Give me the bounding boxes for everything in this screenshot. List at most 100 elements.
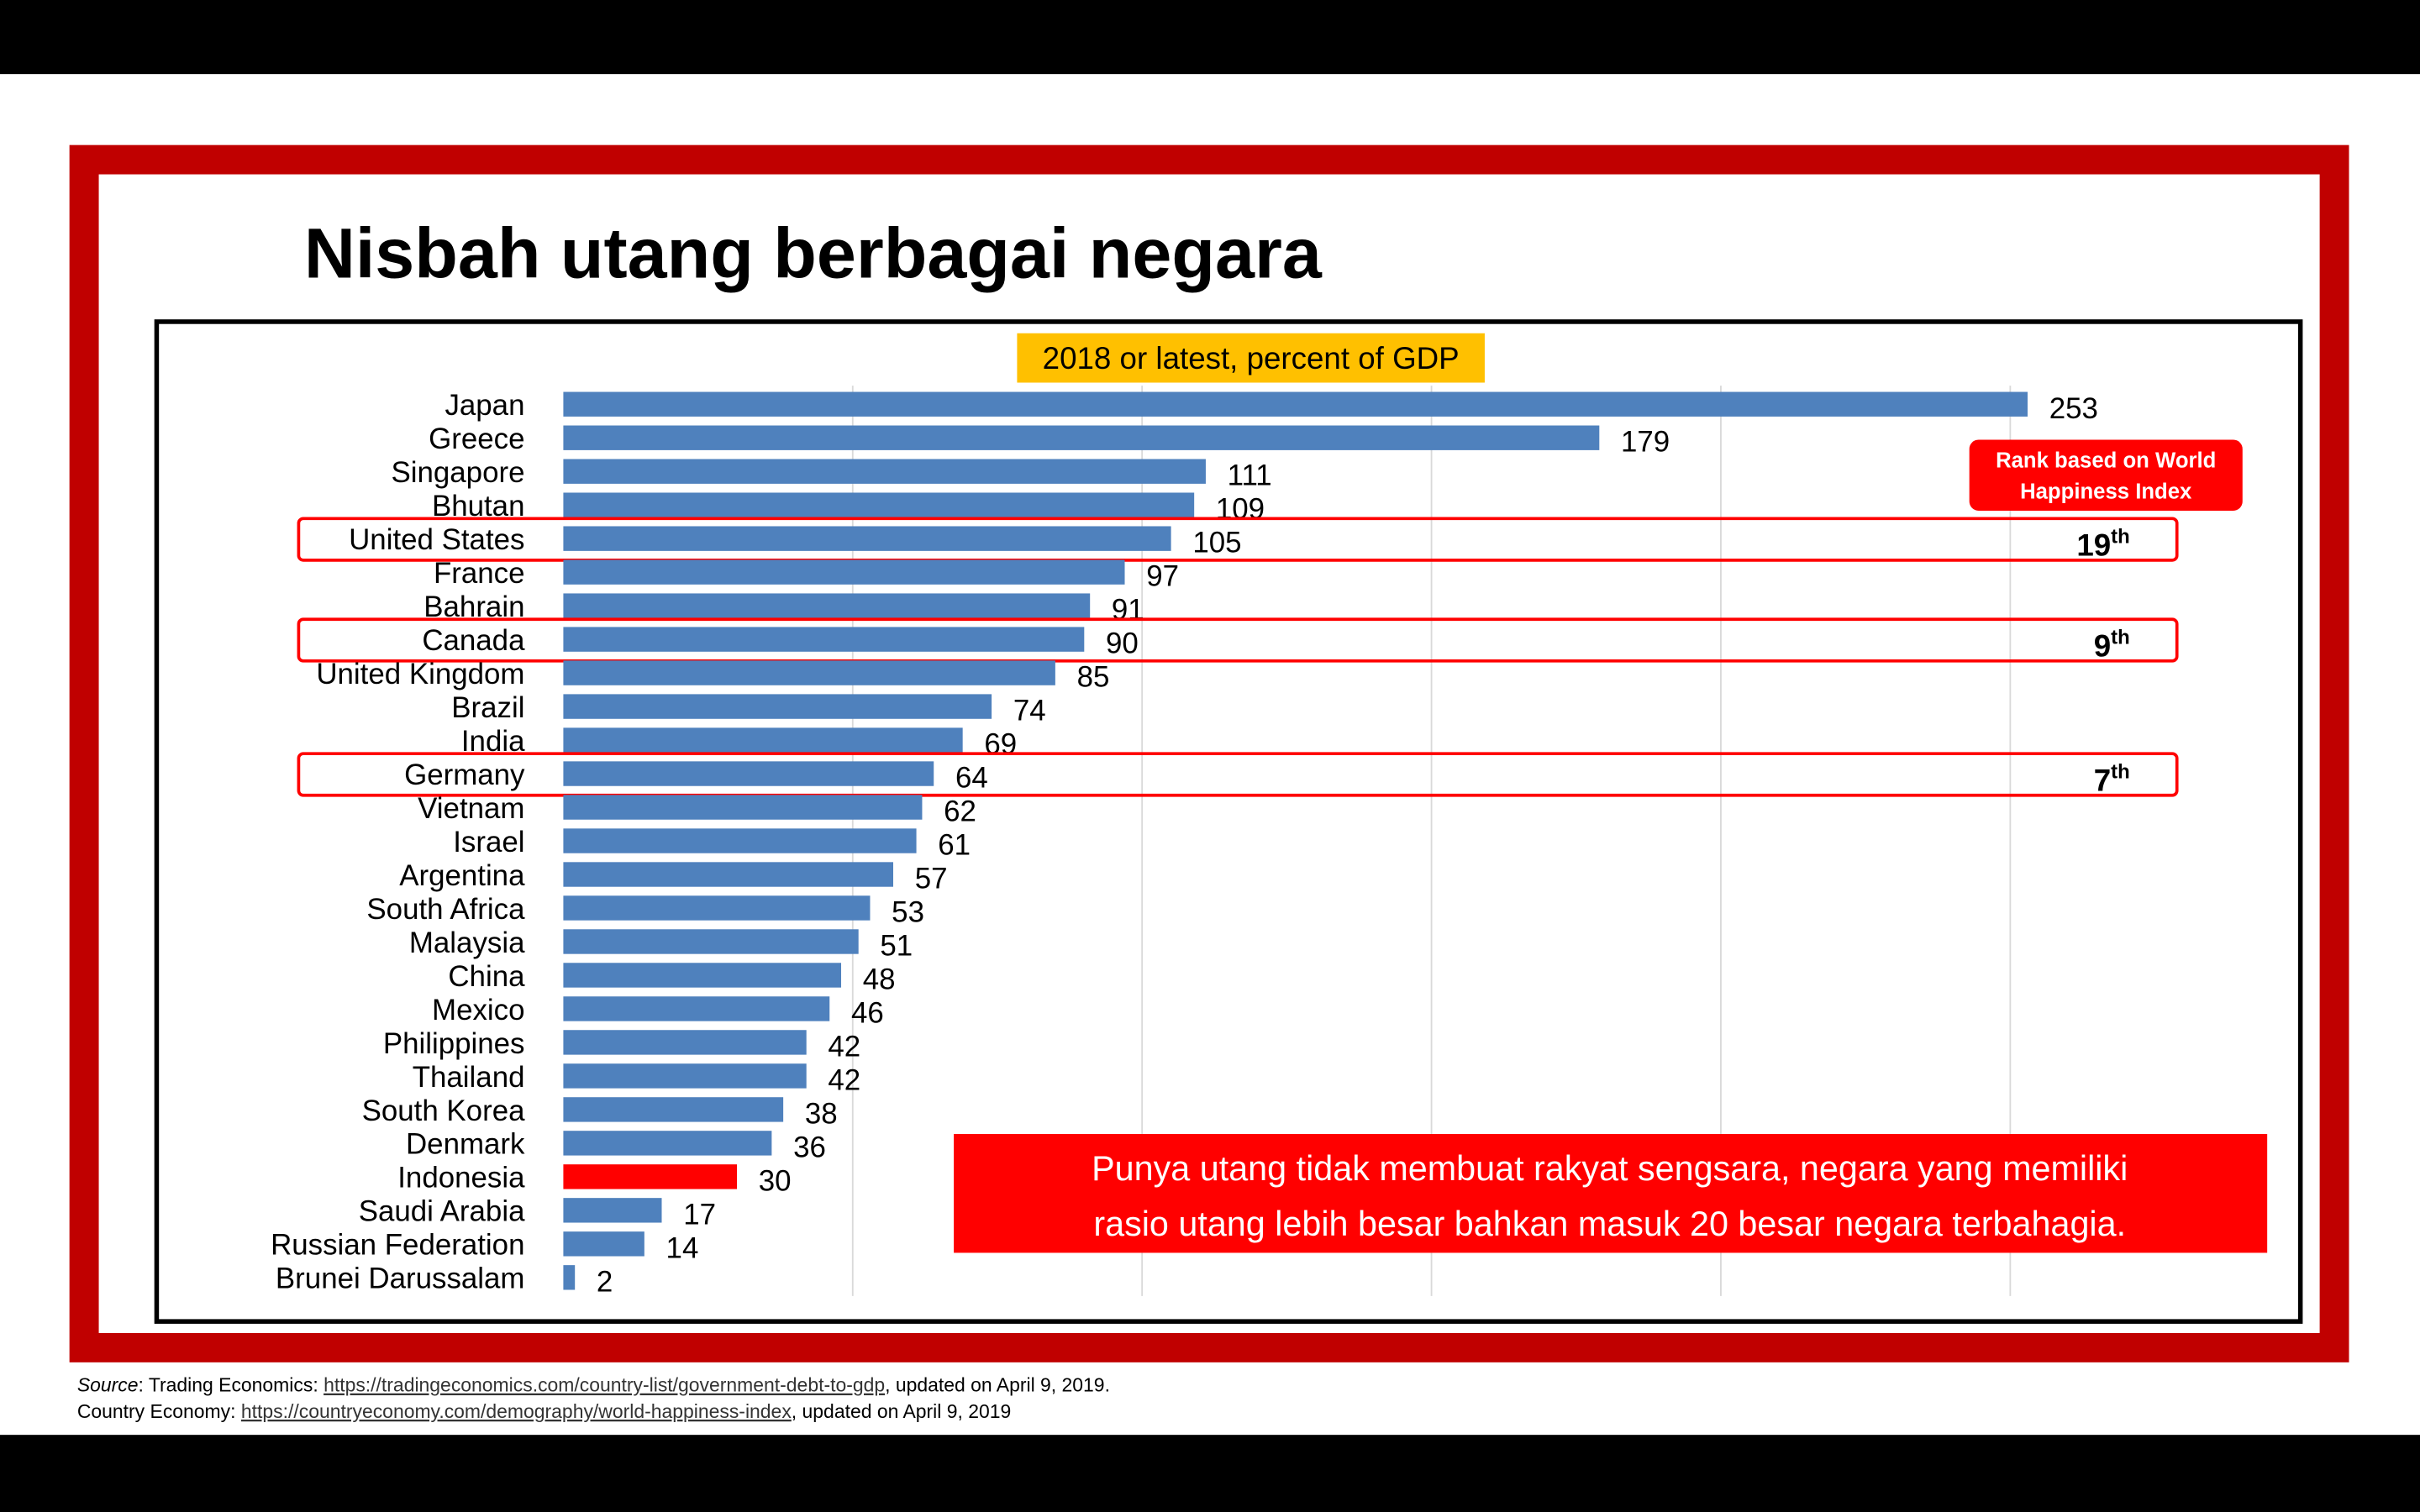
source-label: Source bbox=[77, 1374, 139, 1396]
value-label: 53 bbox=[892, 896, 924, 929]
bar bbox=[563, 1164, 738, 1189]
value-label: 17 bbox=[683, 1198, 716, 1231]
rank-highlight bbox=[297, 752, 2179, 797]
value-label: 51 bbox=[880, 930, 913, 963]
bar bbox=[563, 727, 963, 753]
value-label: 111 bbox=[1228, 459, 1272, 492]
category-label: Israel bbox=[453, 826, 524, 858]
value-label: 105 bbox=[1192, 527, 1241, 559]
category-label: Thailand bbox=[413, 1061, 525, 1094]
value-label: 179 bbox=[1621, 426, 1670, 459]
callout-line: Punya utang tidak membuat rakyat sengsar… bbox=[1092, 1149, 2128, 1188]
category-label: Malaysia bbox=[409, 927, 525, 959]
subtitle-box bbox=[1017, 333, 1485, 383]
bar bbox=[563, 1198, 662, 1223]
value-label: 109 bbox=[1216, 493, 1265, 526]
category-label: United Kingdom bbox=[316, 658, 524, 690]
value-label: 74 bbox=[1013, 695, 1046, 727]
bar bbox=[563, 761, 934, 786]
bar bbox=[563, 929, 859, 954]
rank-highlight bbox=[297, 517, 2179, 562]
rank-label: 7th bbox=[2094, 761, 2130, 798]
value-label: 62 bbox=[944, 795, 976, 828]
bar bbox=[563, 795, 923, 820]
rank-suffix: th bbox=[2111, 526, 2130, 549]
category-label: Japan bbox=[445, 389, 524, 422]
source-date: , updated on April 9, 2019. bbox=[885, 1374, 1110, 1396]
value-label: 61 bbox=[938, 829, 971, 862]
bar bbox=[563, 1063, 807, 1089]
value-label: 85 bbox=[1077, 661, 1110, 694]
rank-suffix: th bbox=[2111, 627, 2130, 649]
rank-title-box bbox=[1969, 439, 2243, 511]
category-label: Brunei Darussalam bbox=[276, 1263, 525, 1295]
source: Source: Trading Economics: https://tradi… bbox=[77, 1374, 1110, 1422]
bar bbox=[563, 1030, 807, 1055]
bar bbox=[563, 1231, 644, 1257]
subtitle: 2018 or latest, percent of GDP bbox=[1043, 341, 1460, 375]
rank-highlight bbox=[297, 617, 2179, 663]
rank-number: 19 bbox=[2076, 528, 2111, 562]
category-label: Singapore bbox=[391, 456, 524, 489]
value-label: 57 bbox=[915, 863, 948, 895]
value-label: 38 bbox=[805, 1097, 838, 1130]
bar bbox=[563, 694, 992, 719]
rank-suffix: th bbox=[2111, 761, 2130, 784]
category-label: Philippines bbox=[383, 1027, 525, 1060]
value-label: 14 bbox=[666, 1231, 699, 1264]
rank-label: 9th bbox=[2094, 627, 2130, 664]
category-label: Canada bbox=[422, 624, 525, 657]
source-text: : Trading Economics: bbox=[139, 1374, 324, 1396]
rank-title: Rank based on World Happiness Index bbox=[1996, 449, 2216, 504]
value-label: 36 bbox=[793, 1131, 826, 1163]
value-label: 253 bbox=[2049, 392, 2098, 425]
callout-line: rasio utang lebih besar bahkan masuk 20 … bbox=[1093, 1205, 2126, 1243]
value-label: 42 bbox=[828, 1030, 860, 1063]
bar bbox=[563, 660, 1055, 685]
bar bbox=[563, 459, 1206, 484]
source-text: Country Economy: bbox=[77, 1400, 241, 1422]
source-date: , updated on April 9, 2019 bbox=[792, 1400, 1011, 1422]
category-label: Vietnam bbox=[418, 792, 524, 825]
bar bbox=[563, 862, 894, 887]
bar bbox=[563, 1097, 784, 1122]
category-label: Denmark bbox=[406, 1128, 525, 1161]
bar bbox=[563, 828, 917, 853]
value-label: 48 bbox=[863, 963, 896, 995]
category-label: China bbox=[448, 960, 525, 993]
source-line: Country Economy: https://countryeconomy.… bbox=[77, 1400, 1011, 1422]
category-label: Russian Federation bbox=[271, 1229, 524, 1262]
category-label: Saudi Arabia bbox=[359, 1195, 525, 1228]
bar bbox=[563, 963, 842, 988]
category-label: Argentina bbox=[399, 859, 525, 892]
value-label: 90 bbox=[1106, 627, 1139, 660]
callout-box bbox=[954, 1134, 2268, 1253]
category-label: Greece bbox=[429, 423, 524, 455]
category-label: Mexico bbox=[432, 994, 524, 1026]
rank-label: 19th bbox=[2076, 526, 2129, 563]
rank-title-line: Rank based on World bbox=[1996, 449, 2216, 473]
rank-title-line: Happiness Index bbox=[2020, 480, 2192, 503]
category-label: South Africa bbox=[366, 893, 525, 926]
bar bbox=[563, 425, 1600, 450]
bar bbox=[563, 1131, 772, 1156]
bar bbox=[563, 492, 1195, 517]
value-label: 97 bbox=[1146, 560, 1179, 593]
rank-number: 7 bbox=[2094, 763, 2111, 797]
value-label: 64 bbox=[955, 762, 988, 795]
bar bbox=[563, 593, 1091, 618]
category-label: Brazil bbox=[451, 691, 524, 724]
value-label: 30 bbox=[759, 1164, 792, 1197]
callout: Punya utang tidak membuat rakyat sengsar… bbox=[1092, 1149, 2128, 1243]
value-label: 46 bbox=[851, 996, 884, 1029]
bar bbox=[563, 391, 2028, 417]
bar bbox=[563, 559, 1125, 585]
category-label: South Korea bbox=[362, 1095, 525, 1127]
source-link: https://countryeconomy.com/demography/wo… bbox=[241, 1400, 792, 1422]
value-label: 91 bbox=[1112, 594, 1144, 627]
title: Nisbah utang berbagai negara bbox=[304, 214, 1323, 293]
value-label: 2 bbox=[597, 1265, 613, 1298]
value-label: 42 bbox=[828, 1063, 860, 1096]
